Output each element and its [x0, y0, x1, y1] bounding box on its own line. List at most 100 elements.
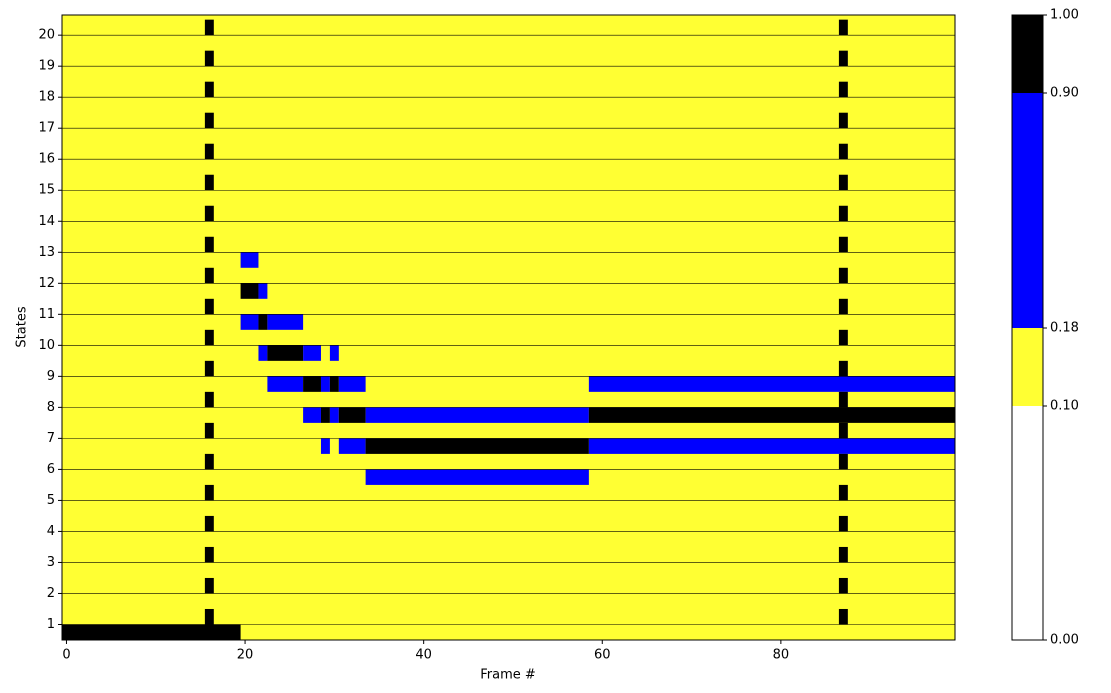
x-tick-label: 60: [594, 648, 611, 663]
state-segment: [320, 376, 330, 392]
y-tick-label: 12: [38, 276, 55, 291]
frame-marker: [204, 19, 214, 36]
state-segment: [258, 283, 268, 299]
frame-marker: [204, 174, 214, 191]
state-segment: [365, 438, 589, 454]
colorbar-segment: [1012, 328, 1043, 406]
y-tick-label: 20: [38, 28, 55, 43]
y-tick-label: 18: [38, 90, 55, 105]
state-segment: [303, 345, 321, 361]
frame-marker: [204, 143, 214, 160]
state-segment: [338, 407, 366, 423]
y-tick-label: 10: [38, 338, 55, 353]
state-segment: [588, 407, 955, 423]
colorbar-segment: [1012, 15, 1043, 93]
state-segment: [240, 252, 259, 268]
state-segment: [588, 438, 955, 454]
frame-marker: [204, 484, 214, 501]
state-segment: [258, 314, 268, 330]
frame-marker: [838, 515, 848, 532]
frame-marker: [838, 143, 848, 160]
frame-marker: [838, 174, 848, 191]
frame-marker: [204, 515, 214, 532]
frame-marker: [838, 608, 848, 625]
x-tick-label: 40: [415, 648, 432, 663]
state-segment: [303, 376, 321, 392]
frame-marker: [838, 19, 848, 36]
frame-marker: [838, 546, 848, 563]
frame-marker: [838, 298, 848, 315]
x-tick-label: 0: [62, 648, 70, 663]
colorbar-tick-label: 0.18: [1050, 321, 1079, 336]
y-tick-label: 9: [47, 369, 55, 384]
frame-marker: [838, 453, 848, 470]
plot-background: [62, 15, 955, 640]
state-segment: [329, 407, 339, 423]
y-tick-label: 15: [38, 183, 55, 198]
x-tick-label: 20: [237, 648, 254, 663]
y-tick-label: 11: [38, 307, 55, 322]
state-segment: [329, 376, 339, 392]
y-tick-label: 3: [47, 555, 55, 570]
frame-marker: [204, 453, 214, 470]
state-segment: [267, 314, 304, 330]
frame-marker: [838, 50, 848, 67]
colorbar-tick-label: 1.00: [1050, 8, 1079, 23]
state-segment: [240, 314, 259, 330]
frame-marker: [204, 391, 214, 408]
state-segment: [329, 345, 339, 361]
plot-frame: [61, 14, 956, 641]
state-segment: [303, 407, 321, 423]
frame-marker: [204, 236, 214, 253]
y-tick-label: 2: [47, 586, 55, 601]
state-segment: [365, 407, 589, 423]
frame-marker: [204, 577, 214, 594]
state-segment: [258, 345, 268, 361]
frame-marker: [838, 422, 848, 439]
y-tick-label: 6: [47, 462, 55, 477]
frame-marker: [204, 546, 214, 563]
frame-marker: [204, 422, 214, 439]
frame-marker: [838, 267, 848, 284]
state-segment: [267, 345, 304, 361]
frame-marker: [204, 298, 214, 315]
frame-marker: [838, 484, 848, 501]
colorbar-segment: [1012, 406, 1043, 640]
y-tick-label: 8: [47, 400, 55, 415]
state-segment: [588, 376, 955, 392]
frame-marker: [204, 112, 214, 129]
state-segment: [320, 438, 330, 454]
frame-marker: [838, 329, 848, 346]
frame-marker: [204, 608, 214, 625]
state-segment: [338, 376, 366, 392]
frame-marker: [838, 236, 848, 253]
frame-marker: [838, 205, 848, 222]
state-segment: [338, 438, 366, 454]
colorbar-tick-label: 0.10: [1050, 399, 1079, 414]
state-segment: [267, 376, 304, 392]
y-axis-label: States: [15, 306, 30, 347]
frame-marker: [838, 81, 848, 98]
y-tick-label: 4: [47, 524, 55, 539]
frame-marker: [204, 360, 214, 377]
frame-marker: [204, 267, 214, 284]
y-tick-label: 14: [38, 214, 55, 229]
y-tick-label: 13: [38, 245, 55, 260]
y-tick-label: 16: [38, 152, 55, 167]
state-segment: [320, 407, 330, 423]
y-tick-label: 7: [47, 431, 55, 446]
x-axis-label: Frame #: [480, 668, 536, 683]
frame-marker: [838, 112, 848, 129]
frame-marker: [204, 205, 214, 222]
colorbar-tick-label: 0.90: [1050, 86, 1079, 101]
frame-marker: [838, 577, 848, 594]
frame-marker: [838, 391, 848, 408]
y-tick-label: 5: [47, 493, 55, 508]
frame-marker: [204, 81, 214, 98]
frame-marker: [204, 50, 214, 67]
state-segment: [240, 283, 259, 299]
frame-marker: [204, 329, 214, 346]
state-segment: [62, 624, 241, 640]
